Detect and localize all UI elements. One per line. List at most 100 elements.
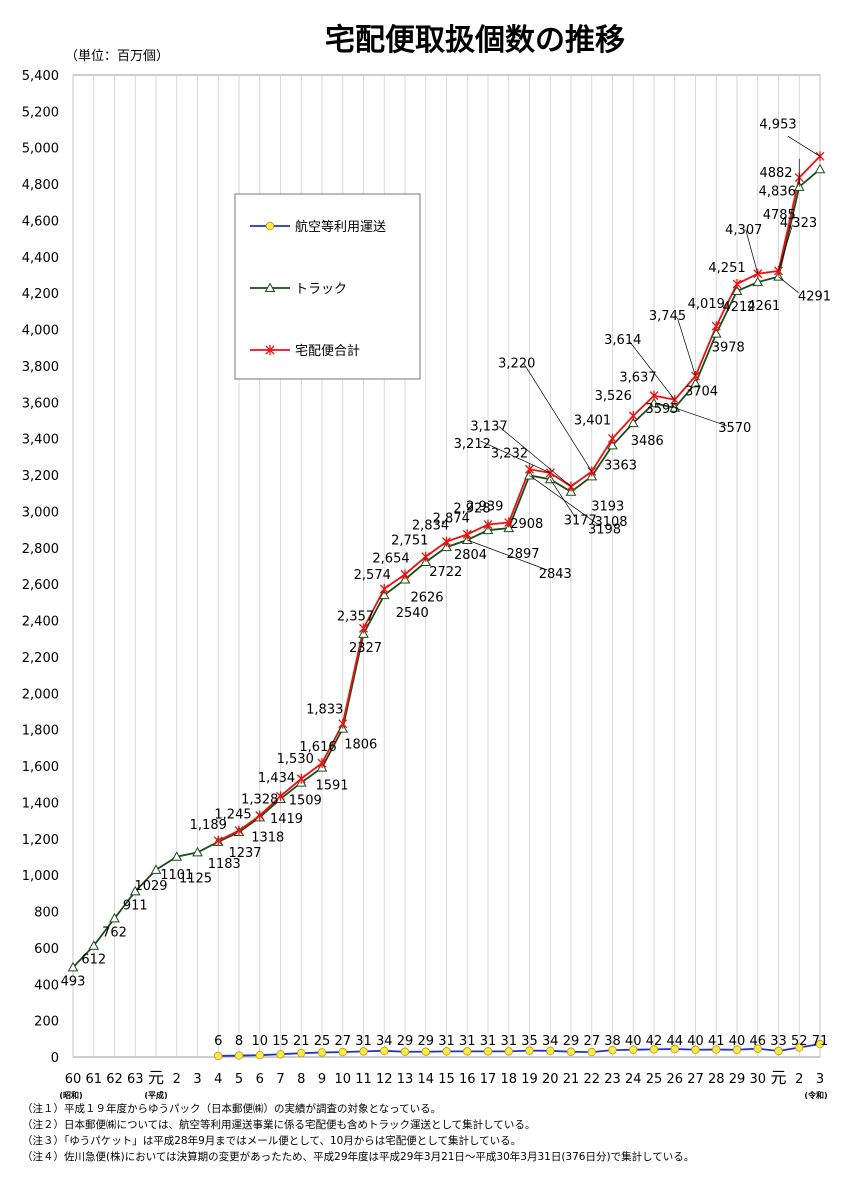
- x-tick-label: 23: [604, 1072, 621, 1087]
- label-leader-line: [778, 224, 793, 271]
- data-label-air: 34: [542, 1034, 559, 1049]
- data-label-truck: 1806: [344, 738, 377, 753]
- data-point-air: [795, 1043, 804, 1052]
- x-tick-label: 7: [276, 1072, 284, 1087]
- legend-truck-marker: [264, 282, 276, 292]
- footnote-1: （注１）平成１９年度からゆうパック（日本郵便㈱）の実績が調査の対象となっている。: [22, 1103, 442, 1115]
- data-label-truck: 1509: [289, 794, 322, 809]
- data-point-truck: [67, 961, 79, 972]
- x-tick-label: 6: [256, 1072, 264, 1087]
- data-point-air: [525, 1046, 534, 1055]
- label-leader-line: [549, 479, 576, 518]
- data-label-truck: 1029: [134, 879, 167, 894]
- data-point-truck: [544, 473, 556, 484]
- data-label-total: 1,530: [277, 752, 314, 767]
- data-label-truck: 4785: [763, 208, 796, 223]
- data-label-truck: 3193: [591, 499, 624, 514]
- y-tick-label: 1,000: [22, 869, 59, 884]
- data-label-air: 33: [770, 1034, 787, 1049]
- data-point-air: [712, 1045, 721, 1054]
- data-point-truck: [814, 163, 826, 174]
- x-tick-label: 10: [334, 1072, 351, 1087]
- data-point-truck: [648, 397, 660, 408]
- data-label-air: 29: [563, 1034, 580, 1049]
- y-tick-label: 2,200: [22, 651, 59, 666]
- x-tick-label: 元: [770, 1068, 786, 1087]
- data-point-air: [338, 1047, 347, 1057]
- x-tick-label: 12: [376, 1072, 393, 1087]
- y-tick-label: 3,400: [22, 433, 59, 448]
- data-point-truck: [192, 846, 203, 857]
- data-point-air: [566, 1047, 576, 1056]
- data-label-air: 21: [293, 1034, 310, 1049]
- data-label-air: 29: [417, 1034, 434, 1049]
- x-tick-label: 2: [173, 1072, 181, 1087]
- data-label-air: 42: [646, 1034, 663, 1049]
- data-label-total: 2,751: [391, 534, 428, 549]
- data-point-air: [753, 1044, 762, 1053]
- data-point-total: [234, 825, 244, 836]
- data-label-truck: 4261: [747, 299, 780, 314]
- y-tick-label: 2,400: [22, 615, 59, 630]
- data-label-air: 31: [480, 1034, 497, 1049]
- data-label-total: 2,654: [372, 551, 409, 566]
- x-tick-label: 13: [397, 1072, 414, 1087]
- data-label-total: 2,874: [433, 511, 470, 526]
- data-label-truck: 2327: [349, 641, 382, 656]
- x-tick-label: 28: [708, 1072, 725, 1087]
- data-point-truck: [150, 864, 162, 874]
- y-tick-label: 800: [34, 906, 59, 921]
- data-label-truck: 493: [61, 974, 86, 989]
- y-tick-label: 0: [51, 1051, 59, 1066]
- x-tick-label: 5: [235, 1072, 243, 1087]
- data-label-truck: 3570: [718, 421, 751, 436]
- y-tick-label: 4,200: [22, 287, 59, 302]
- unit-label: （単位：百万個）: [65, 48, 169, 64]
- x-tick-label: 25: [646, 1072, 663, 1087]
- data-point-total: [213, 835, 223, 846]
- data-point-air: [691, 1045, 700, 1054]
- data-label-truck: 612: [81, 953, 106, 968]
- data-label-air: 6: [214, 1034, 222, 1049]
- x-tick-label: 18: [500, 1072, 517, 1087]
- data-point-air: [732, 1045, 742, 1054]
- data-label-air: 31: [500, 1034, 517, 1049]
- data-point-total: [628, 410, 638, 421]
- data-point-air: [400, 1047, 410, 1056]
- data-point-air: [670, 1044, 679, 1054]
- data-point-truck: [710, 328, 722, 338]
- data-point-truck: [482, 524, 494, 535]
- data-label-air: 40: [729, 1034, 746, 1049]
- data-point-total: [732, 278, 742, 289]
- data-point-air: [380, 1046, 389, 1056]
- data-label-total: 2,928: [453, 502, 490, 517]
- data-label-air: 40: [625, 1034, 642, 1049]
- legend-truck-text: トラック: [295, 282, 347, 297]
- data-point-truck: [731, 285, 743, 296]
- x-tick-label: 3: [193, 1072, 201, 1087]
- data-label-air: 27: [583, 1034, 600, 1049]
- data-label-truck: 2722: [429, 565, 462, 580]
- legend-air-marker: [265, 221, 275, 231]
- chart-title: 宅配便取扱個数の推移: [325, 23, 625, 58]
- x-tick-label: 元: [148, 1068, 164, 1087]
- data-label-truck: 4291: [798, 290, 831, 305]
- label-leader-line: [523, 363, 593, 472]
- data-point-total: [504, 517, 514, 528]
- x-tick-label: 9: [318, 1072, 326, 1087]
- data-point-total: [442, 536, 451, 547]
- data-label-air: 44: [666, 1034, 683, 1049]
- y-tick-label: 200: [34, 1015, 59, 1030]
- x-tick-label: 4: [214, 1072, 222, 1087]
- data-label-total: 3,614: [604, 333, 641, 348]
- y-tick-label: 3,800: [22, 360, 59, 375]
- data-label-truck: 2897: [506, 547, 539, 562]
- data-point-air: [421, 1047, 430, 1056]
- data-point-total: [338, 718, 348, 729]
- data-label-total: 1,328: [241, 793, 278, 808]
- x-tick-label: 30: [749, 1072, 766, 1087]
- data-point-total: [525, 464, 534, 475]
- y-tick-label: 5,400: [22, 69, 59, 84]
- x-tick-label: 20: [542, 1072, 559, 1087]
